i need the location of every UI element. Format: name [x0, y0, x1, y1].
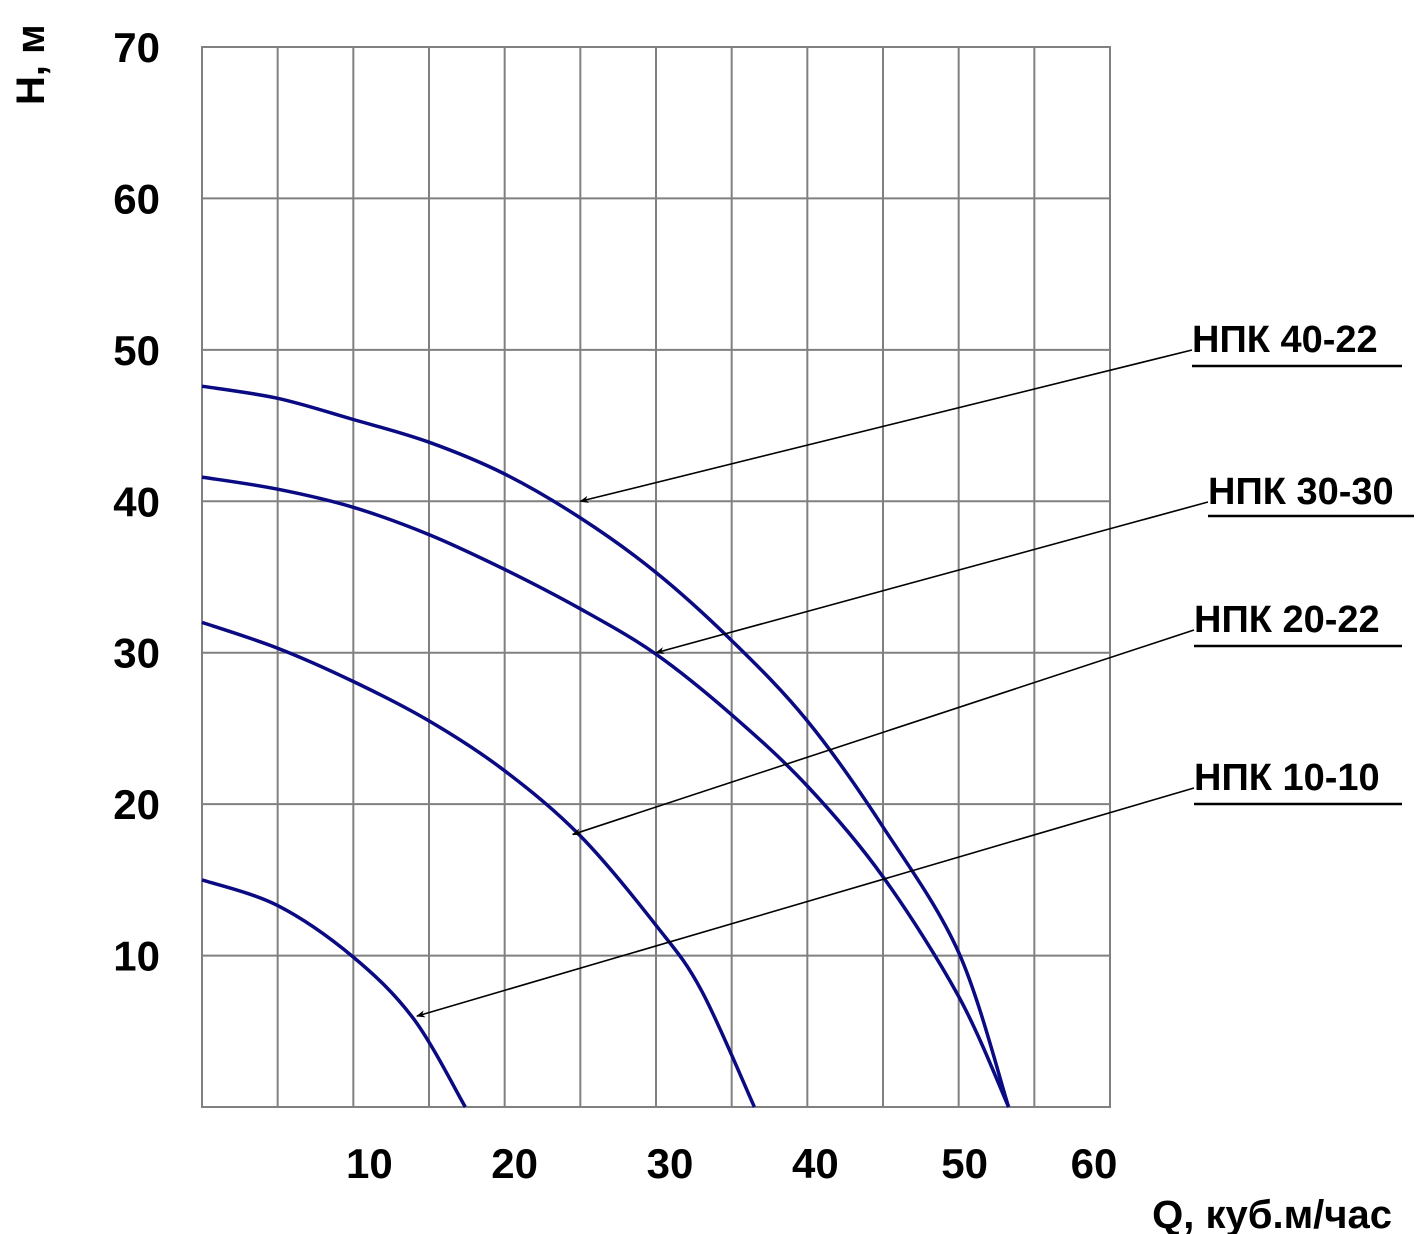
leader-нпк-10-10 [416, 787, 1195, 1018]
y-tick-label: 40 [113, 478, 160, 525]
leader-нпк-40-22 [579, 349, 1193, 503]
y-tick-label: 30 [113, 630, 160, 677]
x-tick-label: 40 [792, 1140, 839, 1187]
legend-label-нпк-10-10: НПК 10-10 [1194, 757, 1380, 799]
y-tick-label: 10 [113, 933, 160, 980]
y-tick-labels: 10 20 30 40 50 60 70 [113, 24, 160, 980]
legend-label-нпк-40-22: НПК 40-22 [1192, 319, 1378, 361]
plot-frame [201, 46, 1111, 1108]
y-tick-label: 50 [113, 327, 160, 374]
y-tick-label: 20 [113, 781, 160, 828]
x-tick-labels: 10 20 30 40 50 60 [346, 1140, 1117, 1187]
legend-label-нпк-20-22: НПК 20-22 [1194, 599, 1380, 641]
legend-leaders: НПК 40-22 НПК 30-30 НПК 20-22 НПК 10-10 [416, 319, 1414, 1018]
x-tick-label: 10 [346, 1140, 393, 1187]
leader-нпк-20-22 [571, 629, 1195, 836]
x-tick-label: 50 [941, 1140, 988, 1187]
x-tick-label: 60 [1071, 1140, 1118, 1187]
curve-нпк-10-10 [201, 878, 467, 1108]
curve-нпк-30-30 [201, 475, 1011, 1108]
legend-label-нпк-30-30: НПК 30-30 [1208, 471, 1394, 513]
leader-нпк-30-30 [655, 501, 1209, 655]
y-tick-label: 60 [113, 175, 160, 222]
y-axis-label: H, м [9, 24, 53, 105]
curve-нпк-20-22 [201, 620, 756, 1108]
x-axis-label: Q, куб.м/час [1152, 1193, 1392, 1234]
curves [201, 384, 1011, 1108]
y-tick-label: 70 [113, 24, 160, 71]
x-tick-label: 30 [647, 1140, 694, 1187]
x-tick-label: 20 [491, 1140, 538, 1187]
grid [201, 46, 1111, 1108]
curve-нпк-40-22 [201, 384, 1011, 1108]
